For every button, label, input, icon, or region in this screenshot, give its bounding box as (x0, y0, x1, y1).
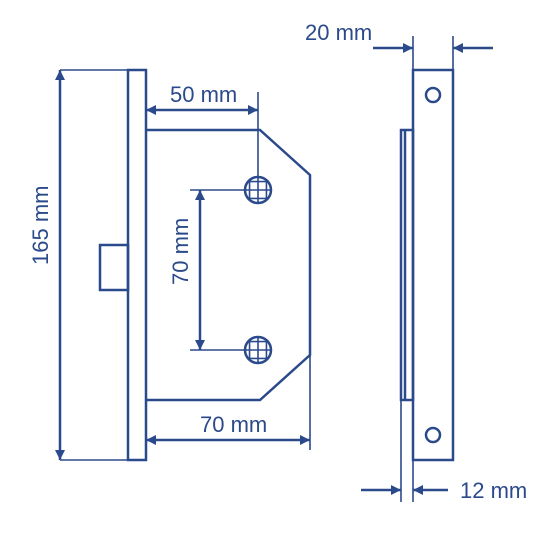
svg-text:50 mm: 50 mm (170, 82, 237, 107)
svg-text:70 mm: 70 mm (200, 412, 267, 437)
svg-text:12 mm: 12 mm (460, 478, 527, 503)
svg-text:165 mm: 165 mm (28, 186, 53, 265)
svg-text:20 mm: 20 mm (305, 20, 372, 45)
svg-text:70 mm: 70 mm (168, 218, 193, 285)
